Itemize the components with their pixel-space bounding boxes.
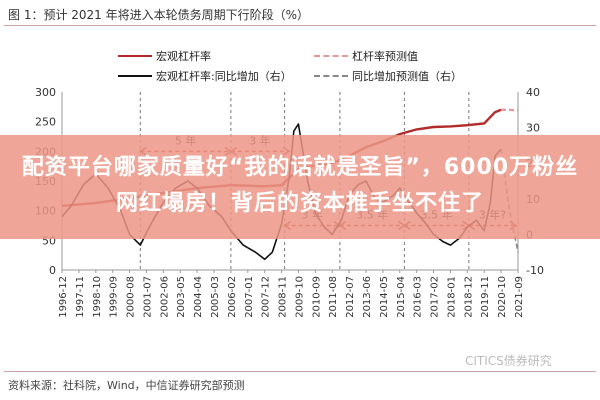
x-tick-label: 2015-04 <box>396 276 407 318</box>
x-tick-label: 2018-01 <box>446 276 457 318</box>
x-tick-label: 1997-11 <box>75 276 86 318</box>
legend-label-leverage: 宏观杠杆率 <box>156 50 211 63</box>
legend-swatch-yoy <box>118 75 152 77</box>
x-tick-label: 2001-07 <box>142 276 153 318</box>
x-tick-label: 2008-11 <box>278 276 289 318</box>
overlay-banner <box>0 135 600 239</box>
x-tick-label: 2020-10 <box>497 276 508 318</box>
x-tick-label: 2021-09 <box>514 276 525 318</box>
legend-item-yoy-forecast: 同比增加预测值（右） <box>314 68 462 84</box>
legend-swatch-leverage <box>118 55 152 57</box>
legend-label-yoy: 宏观杠杆率:同比增加（右） <box>156 70 292 83</box>
legend-item-leverage-forecast: 杠杆率预测值 <box>314 48 418 64</box>
x-tick-label: 2005-03 <box>210 276 221 318</box>
x-tick-label: 1998-10 <box>92 276 103 318</box>
x-tick-label: 2007-12 <box>261 276 272 318</box>
figure-title: 图 1：预计 2021 年将进入本轮债务周期下行阶段（%） <box>8 8 310 22</box>
top-divider <box>4 25 596 26</box>
x-tick-label: 2011-08 <box>328 276 339 318</box>
y-right-tick-label: 30 <box>526 122 540 135</box>
legend-item-leverage: 宏观杠杆率 <box>118 48 211 64</box>
series-line-leverage-forecast <box>501 108 519 112</box>
source-note: 资料来源：社科院，Wind，中信证券研究部预测 <box>8 379 245 392</box>
x-tick-label: 2016-03 <box>413 276 424 318</box>
bottom-divider <box>4 371 596 372</box>
x-tick-label: 2003-05 <box>176 276 187 318</box>
legend-item-yoy: 宏观杠杆率:同比增加（右） <box>118 68 292 84</box>
x-tick-label: 2014-05 <box>379 276 390 318</box>
legend-label-yoy-forecast: 同比增加预测值（右） <box>352 70 462 83</box>
x-tick-label: 2002-06 <box>159 276 170 318</box>
legend-swatch-yoy-forecast <box>314 75 348 77</box>
x-tick-label: 1999-09 <box>109 276 120 318</box>
legend: 宏观杠杆率 杠杆率预测值 宏观杠杆率:同比增加（右） 同比增加预测值（右） <box>118 48 518 88</box>
legend-label-leverage-forecast: 杠杆率预测值 <box>352 50 418 63</box>
legend-swatch-leverage-forecast <box>314 55 348 57</box>
x-tick-label: 2010-09 <box>311 276 322 318</box>
x-tick-label: 2006-02 <box>227 276 238 318</box>
x-tick-label: 2009-10 <box>294 276 305 318</box>
y-left-tick-label: 0 <box>49 264 56 277</box>
y-right-tick-label: -10 <box>526 264 544 277</box>
y-left-tick-label: 300 <box>35 86 56 99</box>
banner-headline: 配资平台哪家质量好“我的话就是圣旨”，6000万粉丝网红塌房！背后的资本推手坐不… <box>21 155 579 216</box>
watermark-text: CITICS债券研究 <box>465 354 552 368</box>
x-tick-label: 2013-06 <box>362 276 373 318</box>
y-left-tick-label: 250 <box>35 116 56 129</box>
x-tick-label: 2019-11 <box>480 276 491 318</box>
x-tick-label: 1996-12 <box>58 276 69 318</box>
x-tick-label: 2012-07 <box>345 276 356 318</box>
y-right-tick-label: 40 <box>526 86 540 99</box>
x-tick-label: 2000-08 <box>126 276 137 318</box>
x-tick-label: 2017-02 <box>430 276 441 318</box>
x-tick-label: 2018-12 <box>463 276 474 318</box>
x-tick-label: 2007-01 <box>244 276 255 318</box>
x-tick-label: 2004-04 <box>193 276 204 318</box>
